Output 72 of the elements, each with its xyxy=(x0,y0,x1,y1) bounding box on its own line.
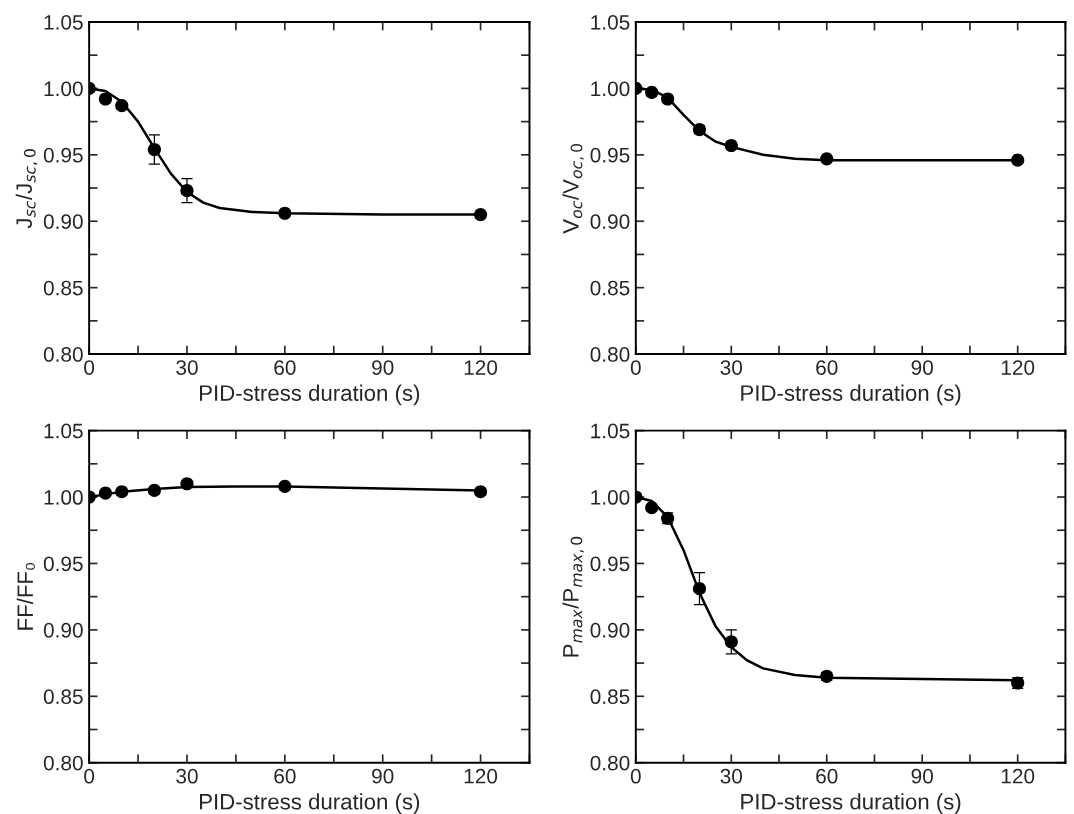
x-tick-label: 120 xyxy=(1001,360,1035,375)
point xyxy=(147,142,161,157)
point xyxy=(1011,153,1025,167)
y-tick-label: 0.95 xyxy=(590,147,630,163)
point xyxy=(180,184,194,198)
y-tick-label: 0.90 xyxy=(590,214,630,229)
point xyxy=(661,92,675,106)
point xyxy=(98,486,113,500)
y-tick-label: 0.80 xyxy=(590,347,630,362)
y-tick-label: 1.05 xyxy=(44,14,83,30)
y-tick-label: 0.95 xyxy=(43,147,83,163)
y-tick-label: 1.05 xyxy=(44,423,83,439)
x-axis-title: PID-stress duration (s) xyxy=(741,793,961,814)
point xyxy=(645,85,659,99)
x-tick-label: 120 xyxy=(464,360,498,375)
y-axis-title: P$_{max}$/P$_{max,0}$ xyxy=(562,536,584,657)
y-tick-label: 0.90 xyxy=(590,622,630,638)
y-tick-label: 0.85 xyxy=(590,689,630,705)
x-tick-label: 120 xyxy=(1001,768,1035,784)
x-tick-label: 0 xyxy=(84,768,95,784)
x-tick-label: 30 xyxy=(720,768,743,784)
point xyxy=(473,485,488,499)
x-tick-label: 90 xyxy=(911,360,933,375)
x-axis-title: PID-stress duration (s) xyxy=(200,793,420,814)
point xyxy=(820,152,834,166)
x-tick-label: 30 xyxy=(720,360,743,375)
y-tick-label: 0.90 xyxy=(43,214,83,229)
x-tick-label: 30 xyxy=(176,360,198,375)
y-tick-label: 0.85 xyxy=(43,280,83,296)
y-tick-label: 0.95 xyxy=(590,556,630,572)
y-tick-label: 1.00 xyxy=(44,490,83,505)
x-axis-title: PID-stress duration (s) xyxy=(741,384,961,406)
x-tick-label: 60 xyxy=(274,768,296,784)
point xyxy=(724,138,738,153)
y-tick-label: 0.95 xyxy=(43,556,83,572)
x-tick-label: 30 xyxy=(176,768,198,784)
y-tick-label: 0.80 xyxy=(43,755,83,771)
x-tick-label: 60 xyxy=(816,360,838,375)
y-tick-label: 1.00 xyxy=(44,81,83,97)
y-tick-label: 0.80 xyxy=(43,347,83,362)
y-tick-label: 1.05 xyxy=(591,14,630,30)
point xyxy=(645,501,659,515)
point xyxy=(115,485,129,499)
y-axis-title: J$_{sc}$/J$_{sc,0}$ xyxy=(15,149,38,229)
x-tick-label: 0 xyxy=(630,360,641,375)
x-tick-label: 60 xyxy=(274,360,296,375)
x-tick-label: 120 xyxy=(464,768,498,784)
y-tick-label: 0.90 xyxy=(43,622,83,638)
point xyxy=(278,206,292,220)
y-tick-label: 1.00 xyxy=(591,490,630,505)
x-tick-label: 90 xyxy=(911,768,933,784)
point xyxy=(115,99,129,113)
x-tick-label: 90 xyxy=(372,768,394,784)
point xyxy=(147,483,161,497)
y-tick-label: 1.00 xyxy=(591,81,630,97)
y-tick-label: 1.05 xyxy=(591,423,630,439)
y-tick-label: 0.85 xyxy=(43,689,83,705)
point xyxy=(473,208,488,222)
x-tick-label: 90 xyxy=(372,360,394,375)
x-tick-label: 0 xyxy=(630,768,641,784)
x-tick-label: 0 xyxy=(84,360,95,375)
x-axis-title: PID-stress duration (s) xyxy=(200,384,420,406)
y-axis-title: V$_{oc}$/V$_{oc,0}$ xyxy=(562,143,584,234)
y-axis-title: FF/FF₀ xyxy=(16,563,35,630)
point xyxy=(98,92,113,106)
point xyxy=(692,582,707,596)
x-tick-label: 60 xyxy=(816,768,838,784)
point xyxy=(278,479,292,493)
y-tick-label: 0.85 xyxy=(590,280,630,296)
point xyxy=(180,477,194,491)
point xyxy=(724,635,738,649)
y-tick-label: 0.80 xyxy=(590,755,630,771)
